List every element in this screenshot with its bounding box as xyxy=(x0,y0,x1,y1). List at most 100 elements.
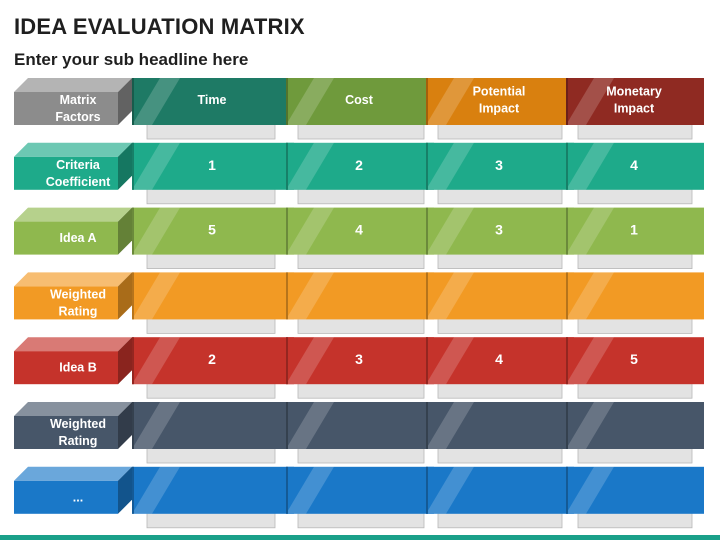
gloss-highlight xyxy=(132,337,180,385)
cell-separator xyxy=(132,78,134,125)
cell-separator xyxy=(132,337,134,385)
cell-separator xyxy=(426,78,428,125)
gloss-highlight xyxy=(132,402,180,449)
matrix-row-3: Weighted Rating xyxy=(14,272,704,334)
label-front-face xyxy=(14,480,118,514)
cell-separator xyxy=(286,207,288,255)
band-cell xyxy=(426,402,574,449)
cell-separator xyxy=(566,402,568,449)
band-cell xyxy=(566,272,704,320)
band-cell xyxy=(132,272,294,320)
gloss-highlight xyxy=(566,402,614,449)
row-label-text: Rating xyxy=(59,434,98,448)
column-header-text: Monetary xyxy=(606,85,662,99)
label-side-face xyxy=(118,402,132,449)
cell-value: 3 xyxy=(495,222,503,238)
label-top-face xyxy=(14,207,132,222)
column-header-text: Potential xyxy=(473,85,526,99)
gloss-highlight xyxy=(426,142,474,190)
matrix-row-5: Weighted Rating xyxy=(14,402,704,464)
band-cell xyxy=(286,402,434,449)
gloss-highlight xyxy=(566,207,614,255)
cell-separator xyxy=(566,337,568,385)
band-cell xyxy=(426,272,574,320)
cell-separator xyxy=(426,142,428,190)
gloss-highlight xyxy=(286,142,334,190)
row-label-text: Factors xyxy=(55,110,100,124)
band-cell xyxy=(132,142,294,190)
label-top-face xyxy=(14,142,132,157)
gloss-highlight xyxy=(132,78,180,125)
cell-value: 1 xyxy=(208,157,216,173)
gloss-highlight xyxy=(566,142,614,190)
gloss-highlight xyxy=(566,272,614,320)
cell-separator xyxy=(132,142,134,190)
cell-separator xyxy=(426,337,428,385)
band-cell xyxy=(132,337,294,385)
band-cell xyxy=(426,466,574,514)
cell-separator xyxy=(566,272,568,320)
matrix-row-2: Idea A 5 4 3 1 xyxy=(14,207,704,270)
band-cell xyxy=(566,78,704,125)
label-side-face xyxy=(118,466,132,514)
label-side-face xyxy=(118,142,132,190)
row-label-text: Matrix xyxy=(60,93,97,107)
label-top-face xyxy=(14,337,132,352)
gloss-highlight xyxy=(286,207,334,255)
cell-separator xyxy=(426,402,428,449)
band-cell xyxy=(566,337,704,385)
band-cell xyxy=(426,78,574,125)
cell-separator xyxy=(426,466,428,514)
cell-separator xyxy=(426,207,428,255)
cell-value: 4 xyxy=(355,222,363,238)
cell-separator xyxy=(286,78,288,125)
label-top-face xyxy=(14,272,132,287)
row-label-text: ... xyxy=(73,490,83,504)
label-front-face xyxy=(14,286,118,320)
band-cell xyxy=(286,272,434,320)
gloss-highlight xyxy=(286,466,334,514)
label-side-face xyxy=(118,207,132,255)
gloss-highlight xyxy=(132,272,180,320)
band-cell xyxy=(286,142,434,190)
cell-separator xyxy=(566,466,568,514)
cell-separator xyxy=(132,466,134,514)
cell-separator xyxy=(286,402,288,449)
matrix-row-0: Matrix Factors Time Cost Potential Impact Mone… xyxy=(14,78,704,140)
label-front-face xyxy=(14,92,118,125)
gloss-highlight xyxy=(566,78,614,125)
matrix-row-6: ... xyxy=(14,466,704,529)
gloss-highlight xyxy=(286,272,334,320)
band-cell xyxy=(426,337,574,385)
label-top-face xyxy=(14,78,132,92)
gloss-highlight xyxy=(426,207,474,255)
label-front-face xyxy=(14,351,118,385)
label-side-face xyxy=(118,78,132,125)
row-label-text: Coefficient xyxy=(46,175,111,189)
row-label-text: Idea A xyxy=(59,231,96,245)
gloss-highlight xyxy=(566,466,614,514)
gloss-highlight xyxy=(286,78,334,125)
band-cell xyxy=(566,142,704,190)
gloss-highlight xyxy=(426,78,474,125)
gloss-highlight xyxy=(132,466,180,514)
row-label-text: Criteria xyxy=(56,158,101,172)
cell-separator xyxy=(286,337,288,385)
page-subtitle: Enter your sub headline here xyxy=(14,50,249,69)
label-top-face xyxy=(14,402,132,416)
page-title: IDEA EVALUATION MATRIX xyxy=(14,14,305,39)
cell-value: 4 xyxy=(630,157,638,173)
band-cell xyxy=(132,466,294,514)
cell-separator xyxy=(286,272,288,320)
cell-separator xyxy=(566,78,568,125)
band-cell xyxy=(132,402,294,449)
band-cell xyxy=(426,207,574,255)
cell-separator xyxy=(426,272,428,320)
cell-value: 1 xyxy=(630,222,638,238)
label-top-face xyxy=(14,466,132,481)
label-side-face xyxy=(118,337,132,385)
label-front-face xyxy=(14,221,118,255)
column-header-text: Impact xyxy=(614,102,655,116)
column-header-text: Cost xyxy=(345,93,374,107)
cell-value: 2 xyxy=(208,351,216,367)
